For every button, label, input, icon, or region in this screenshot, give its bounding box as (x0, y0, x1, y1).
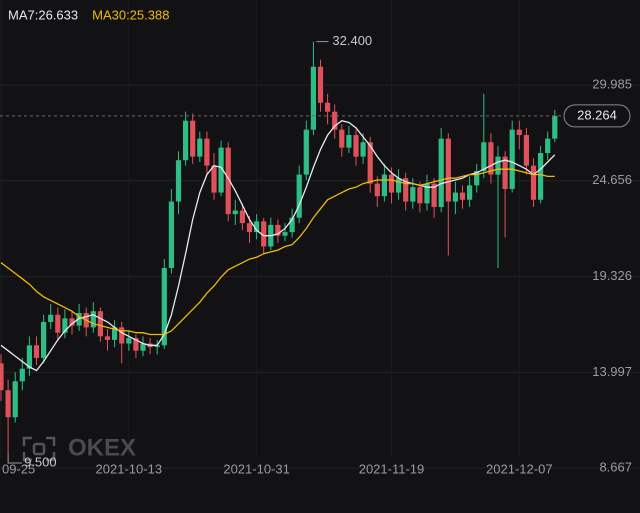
candle-body (218, 147, 224, 193)
candle-body (332, 111, 338, 130)
candle-body (509, 129, 515, 189)
candle-body (381, 174, 387, 197)
y-tick-label: 19.326 (592, 268, 632, 283)
candle-body (211, 165, 217, 193)
candle-body (303, 129, 309, 175)
candle-body (261, 221, 267, 247)
candle-body (523, 135, 529, 166)
candle-body (502, 156, 508, 189)
candle-body (133, 338, 139, 351)
candle-body (104, 336, 111, 340)
candle-body (239, 210, 245, 224)
candle-body (474, 171, 480, 186)
candle-body (161, 268, 167, 346)
candle-body (545, 138, 551, 154)
x-tick-label: 2021-12-07 (486, 461, 553, 476)
candle-body (119, 327, 125, 344)
candle-body (254, 221, 260, 233)
x-tick-label: 2021-10-13 (96, 461, 163, 476)
candle-body (481, 142, 487, 171)
candle-body (388, 174, 395, 193)
candle-body (431, 183, 437, 207)
candle-body (325, 102, 331, 112)
min-label: 9.500 (24, 454, 57, 469)
candle-body (374, 183, 380, 197)
candle-body (445, 138, 451, 202)
candle-body (90, 311, 96, 328)
candle-body (140, 343, 146, 351)
candle-body (488, 142, 494, 175)
candle-body (438, 138, 444, 207)
candle-body (126, 338, 132, 344)
candle-body (26, 345, 32, 369)
y-tick-label: 29.985 (592, 76, 632, 91)
watermark-icon (22, 436, 56, 462)
candle-body (467, 185, 473, 200)
x-tick-label: 09-25 (2, 461, 35, 476)
candle-body (183, 120, 189, 161)
candle-body (190, 120, 196, 157)
candle-body (353, 135, 359, 157)
candle-body (459, 192, 466, 200)
candle-body (168, 201, 174, 269)
candle-body (516, 129, 522, 136)
candle-body (197, 138, 203, 157)
candle-body (246, 223, 253, 233)
candle-body (396, 178, 402, 193)
candle-body (289, 217, 295, 233)
candle-body (33, 345, 40, 358)
candle-body (19, 368, 25, 382)
candle-body (204, 138, 210, 166)
candle-body (48, 314, 54, 322)
candle-body (62, 318, 68, 333)
last-price-box (563, 104, 631, 128)
ma-line (0, 119, 556, 372)
x-tick-label: 2021-10-31 (223, 461, 290, 476)
candle-body (410, 187, 416, 202)
candle-body (12, 381, 18, 418)
candle-body (5, 390, 11, 418)
candle-body (452, 192, 458, 202)
candle-body (41, 321, 47, 358)
candle-body (154, 345, 160, 348)
legend-entry: MA7:26.633 (8, 7, 78, 22)
candle-body (403, 178, 409, 202)
min-marker (7, 453, 23, 464)
candle-body (367, 142, 373, 184)
candle-body (417, 187, 423, 204)
y-tick-label: 24.656 (592, 172, 632, 187)
candle-body (360, 142, 366, 157)
candle-body (317, 66, 324, 103)
candle-body (69, 318, 75, 326)
candle-body (282, 232, 288, 236)
candle-body (346, 135, 352, 148)
last-price-label: 28.264 (577, 107, 617, 122)
y-tick-label: 13.997 (592, 364, 632, 379)
watermark: OKEX (68, 434, 136, 461)
candle-body (538, 153, 544, 200)
candle-body (495, 156, 501, 175)
max-label: 32.400 (332, 33, 372, 48)
candle-body (76, 312, 82, 326)
candle-body (275, 224, 281, 236)
candle-body (55, 314, 61, 333)
candle-body (112, 327, 118, 340)
legend-entry: MA30:25.388 (92, 7, 169, 22)
candle-body (339, 129, 345, 148)
x-tick-label: 2021-11-19 (359, 461, 425, 476)
candle-body (97, 311, 103, 337)
candle-body (310, 66, 316, 130)
candle-body (296, 174, 302, 218)
y-tick-label: 8.667 (599, 460, 632, 475)
candle-body (225, 147, 231, 215)
candle-body (552, 115, 558, 139)
candle-body (424, 183, 430, 204)
candle-body (175, 160, 182, 202)
candle-body (232, 210, 238, 215)
candle-body (530, 165, 537, 200)
candle-body (0, 363, 4, 391)
ma-line (0, 168, 555, 336)
